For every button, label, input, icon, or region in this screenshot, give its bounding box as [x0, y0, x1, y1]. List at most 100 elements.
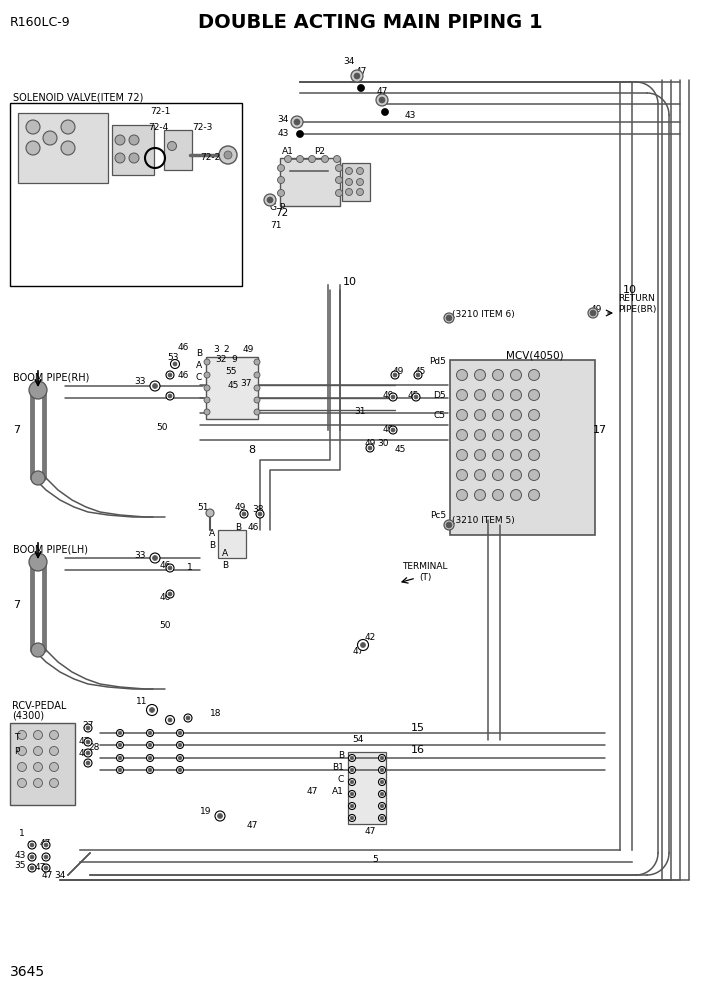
Circle shape	[150, 381, 160, 391]
Text: A: A	[222, 549, 228, 558]
Circle shape	[529, 489, 540, 501]
Text: 47: 47	[41, 871, 53, 880]
Circle shape	[166, 392, 174, 400]
Text: 49: 49	[590, 306, 602, 314]
Text: 7: 7	[13, 425, 20, 435]
Text: 8: 8	[249, 445, 256, 455]
Circle shape	[308, 156, 315, 163]
Circle shape	[510, 410, 522, 421]
Circle shape	[115, 135, 125, 145]
Circle shape	[296, 131, 303, 138]
Circle shape	[378, 814, 385, 821]
Circle shape	[148, 743, 152, 747]
Circle shape	[242, 512, 246, 516]
Circle shape	[366, 444, 374, 452]
Circle shape	[115, 153, 125, 163]
Circle shape	[333, 156, 340, 163]
Circle shape	[215, 811, 225, 821]
Text: C: C	[196, 374, 202, 383]
Circle shape	[86, 751, 90, 755]
Circle shape	[529, 430, 540, 440]
Text: 27: 27	[82, 721, 93, 730]
Circle shape	[393, 373, 397, 377]
Circle shape	[348, 755, 355, 762]
Circle shape	[18, 747, 27, 756]
Circle shape	[493, 449, 503, 460]
Circle shape	[118, 743, 122, 747]
Circle shape	[204, 409, 210, 415]
Text: 3645: 3645	[10, 965, 45, 979]
Circle shape	[354, 73, 360, 79]
Text: 19: 19	[200, 807, 212, 816]
Text: 43: 43	[79, 749, 90, 758]
Circle shape	[357, 179, 364, 186]
Text: 45: 45	[395, 445, 406, 454]
Text: MCV(4050): MCV(4050)	[506, 350, 564, 360]
Circle shape	[336, 177, 343, 184]
Circle shape	[186, 716, 190, 720]
Circle shape	[416, 373, 420, 377]
Circle shape	[184, 714, 192, 722]
Text: 49: 49	[234, 504, 246, 513]
Circle shape	[379, 97, 385, 103]
Text: 50: 50	[157, 423, 168, 432]
Bar	[218, 530, 246, 558]
Circle shape	[18, 763, 27, 772]
Circle shape	[590, 310, 596, 316]
Text: 47: 47	[364, 827, 376, 836]
Text: R160LC-9: R160LC-9	[10, 16, 71, 29]
Text: 9: 9	[231, 355, 237, 364]
Text: 10: 10	[343, 277, 357, 287]
Circle shape	[44, 843, 48, 847]
Circle shape	[381, 108, 388, 115]
Text: 7: 7	[13, 600, 20, 610]
Circle shape	[84, 749, 92, 757]
Text: 45: 45	[407, 391, 418, 400]
Text: 51: 51	[197, 504, 208, 513]
Circle shape	[284, 156, 291, 163]
Text: 50: 50	[159, 621, 171, 630]
Circle shape	[475, 369, 486, 381]
Circle shape	[336, 189, 343, 196]
Text: 72-1: 72-1	[150, 107, 171, 116]
Text: 49: 49	[364, 438, 376, 447]
Text: 46: 46	[159, 560, 171, 569]
Circle shape	[50, 730, 58, 739]
Circle shape	[348, 779, 355, 786]
Circle shape	[348, 767, 355, 774]
Text: A1: A1	[282, 148, 294, 157]
Circle shape	[34, 730, 43, 739]
Text: 28: 28	[88, 743, 100, 753]
Circle shape	[380, 780, 384, 784]
Text: 47: 47	[355, 67, 366, 76]
Circle shape	[493, 369, 503, 381]
Circle shape	[26, 141, 40, 155]
Circle shape	[493, 489, 503, 501]
Text: Pc5: Pc5	[430, 511, 446, 520]
Circle shape	[348, 803, 355, 809]
Circle shape	[376, 94, 388, 106]
Text: C: C	[338, 776, 344, 785]
Text: 43: 43	[404, 111, 416, 120]
Circle shape	[30, 866, 34, 870]
Circle shape	[34, 763, 43, 772]
Text: P: P	[14, 748, 20, 757]
Circle shape	[168, 142, 176, 151]
Circle shape	[117, 767, 124, 774]
Circle shape	[224, 151, 232, 159]
Circle shape	[50, 747, 58, 756]
Circle shape	[357, 168, 364, 175]
Text: 46: 46	[247, 523, 259, 532]
Circle shape	[380, 768, 384, 772]
Circle shape	[117, 755, 124, 762]
Text: 5: 5	[372, 855, 378, 864]
Circle shape	[510, 489, 522, 501]
Circle shape	[389, 393, 397, 401]
Circle shape	[380, 793, 384, 796]
Circle shape	[118, 756, 122, 760]
Text: 35: 35	[14, 860, 26, 870]
Circle shape	[254, 409, 260, 415]
Circle shape	[493, 410, 503, 421]
Circle shape	[148, 768, 152, 772]
Circle shape	[529, 369, 540, 381]
